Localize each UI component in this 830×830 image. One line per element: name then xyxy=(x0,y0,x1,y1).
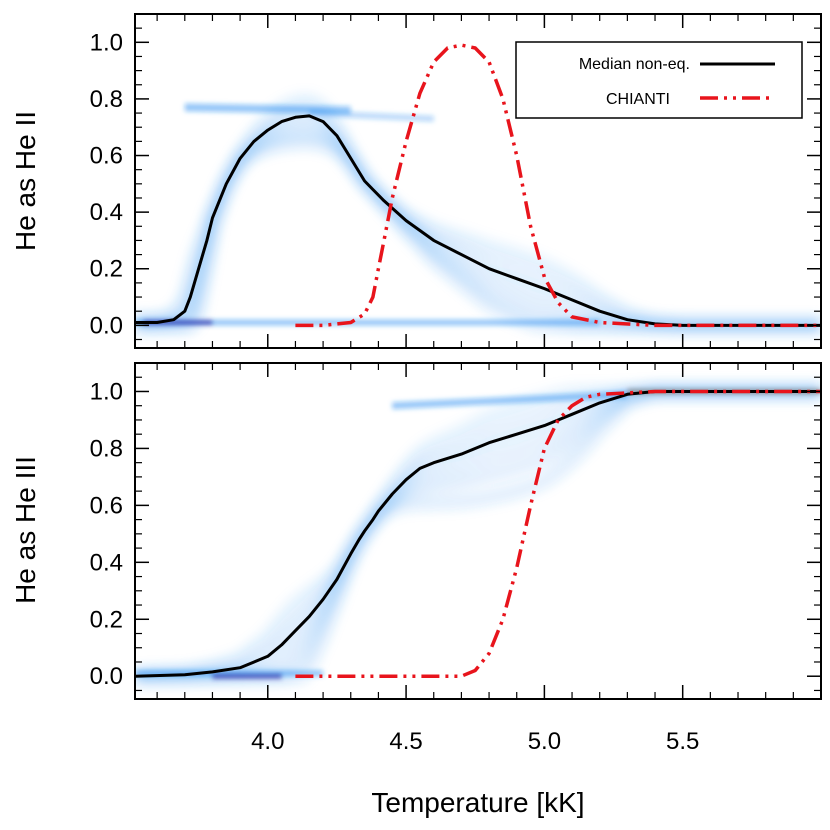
panel-he-iii: 0.0 0.2 0.4 0.6 0.8 1.0 4.0 4.5 5.0 5.5 He as He … xyxy=(10,362,822,818)
axis-ticks: 0.0 0.2 0.4 0.6 0.8 1.0 xyxy=(90,14,821,348)
density-cloud xyxy=(135,92,821,333)
x-tick-label: 5.5 xyxy=(666,728,699,755)
panel-he-ii: 0.0 0.2 0.4 0.6 0.8 1.0 He as He II Median no… xyxy=(10,13,822,349)
x-axis-title: Temperature [kK] xyxy=(371,787,584,818)
density-band xyxy=(392,390,628,410)
y-tick-label: 0.0 xyxy=(90,663,123,690)
series-lines xyxy=(135,43,821,328)
legend-label-median: Median non-eq. xyxy=(579,56,690,73)
y-tick-label: 0.6 xyxy=(90,492,123,519)
plot-frame xyxy=(134,13,822,349)
legend-box xyxy=(515,41,803,119)
x-tick-label: 5.0 xyxy=(528,728,561,755)
y-tick-label: 0.8 xyxy=(90,435,123,462)
y-tick-label: 0.6 xyxy=(90,143,123,170)
y-tick-label: 0.4 xyxy=(90,199,123,226)
series-line-median xyxy=(135,114,821,327)
density-band xyxy=(135,135,821,333)
y-tick-label: 0.0 xyxy=(90,312,123,339)
series-lines xyxy=(135,389,821,678)
axis-ticks: 0.0 0.2 0.4 0.6 0.8 1.0 4.0 4.5 5.0 5.5 xyxy=(90,363,821,755)
plot-frame xyxy=(134,362,822,700)
y-axis-title: He as He III xyxy=(10,456,41,604)
series-line-chianti xyxy=(295,389,821,678)
series-line-median xyxy=(135,390,821,678)
y-tick-label: 0.2 xyxy=(90,606,123,633)
y-axis-title: He as He II xyxy=(10,111,41,251)
legend-label-chianti: CHIANTI xyxy=(606,91,670,108)
density-band xyxy=(309,110,434,122)
legend: Median non-eq. CHIANTI xyxy=(515,41,803,119)
x-tick-label: 4.0 xyxy=(251,728,284,755)
density-cloud xyxy=(135,384,821,684)
y-tick-label: 0.8 xyxy=(90,86,123,113)
y-tick-label: 1.0 xyxy=(90,29,123,56)
y-tick-label: 0.4 xyxy=(90,549,123,576)
x-tick-label: 4.5 xyxy=(389,728,422,755)
y-tick-label: 0.2 xyxy=(90,256,123,283)
density-band xyxy=(135,384,821,684)
series-line-chianti xyxy=(295,43,821,328)
density-band xyxy=(184,103,351,115)
y-tick-label: 1.0 xyxy=(90,378,123,405)
